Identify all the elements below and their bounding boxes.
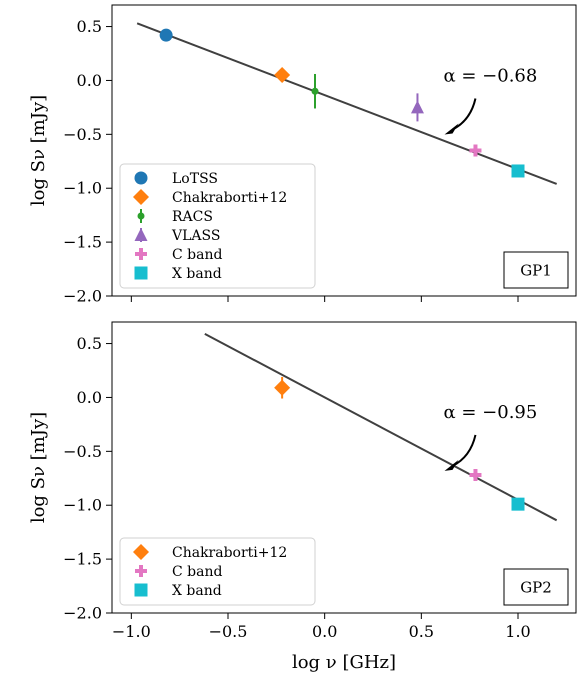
data-point <box>511 164 525 178</box>
legend-entry: Chakraborti+12 <box>172 545 287 561</box>
legend-marker <box>134 266 148 280</box>
y-tick-label: −2.0 <box>63 287 102 306</box>
annotation-arrow <box>452 98 477 131</box>
fit-line <box>136 22 558 185</box>
panel-gp1: 0.5 0.0 −0.5 −1.0 −1.5 −2.0 log Sν [mJy] α = −0… <box>28 4 577 306</box>
series-lotss <box>159 28 173 42</box>
legend-marker <box>135 248 147 260</box>
alpha-annotation: α = −0.68 <box>443 66 537 87</box>
data-point <box>511 497 525 511</box>
legend-entry: LoTSS <box>172 171 218 187</box>
y-tick-label: −1.0 <box>63 179 102 198</box>
panel-tag-box <box>503 568 569 606</box>
series-racs <box>311 73 319 109</box>
y-tick-label: −1.0 <box>63 496 102 515</box>
panel-tag: GP1 <box>520 262 552 280</box>
legend-entry: C band <box>172 247 222 263</box>
legend-marker <box>137 212 145 220</box>
legend-marker <box>133 189 149 205</box>
series-chakraborti-12 <box>274 67 291 84</box>
annotation-arrow <box>452 434 477 467</box>
data-point <box>410 100 424 114</box>
x-tick-label: 1.0 <box>505 622 530 641</box>
series-x-band <box>511 164 525 178</box>
legend-box <box>119 163 316 289</box>
legend-entry: Chakraborti+12 <box>172 190 287 206</box>
data-point <box>159 28 173 42</box>
x-axis-label: log ν [GHz] <box>292 652 396 673</box>
y-tick-label: −1.5 <box>63 233 102 252</box>
legend-marker <box>133 544 149 560</box>
legend-entry: X band <box>172 266 222 282</box>
plot-frame <box>111 4 577 297</box>
x-tick-label: 0.5 <box>409 622 434 641</box>
y-tick-label: 0.0 <box>77 71 102 90</box>
legend-entry: VLASS <box>171 228 220 244</box>
legend-entry: C band <box>172 564 222 580</box>
data-point <box>469 469 482 482</box>
y-axis-label: log Sν [mJy] <box>28 95 49 206</box>
y-tick-label: 0.0 <box>77 388 102 407</box>
alpha-annotation: α = −0.95 <box>443 402 537 423</box>
annotation-arrowhead <box>444 459 459 471</box>
series-chakraborti-12 <box>274 376 291 399</box>
legend: Chakraborti+12 C band X band <box>119 537 316 606</box>
panel-gp2: 0.5 0.0 −0.5 −1.0 −1.5 −2.0 −1.0 −0.5 0.0 0.5 1.0 l… <box>28 321 577 673</box>
plot-frame <box>111 321 577 614</box>
data-point <box>311 87 319 95</box>
y-axis-label: log Sν [mJy] <box>28 412 49 523</box>
panel-tag-box <box>503 251 569 289</box>
legend-entry: RACS <box>172 209 213 225</box>
panel-tag: GP2 <box>520 579 552 597</box>
series-vlass <box>410 93 424 122</box>
legend-marker <box>134 583 148 597</box>
series-x-band <box>511 497 525 511</box>
legend-box <box>119 537 316 606</box>
legend-marker <box>134 171 148 185</box>
legend-marker <box>135 565 147 577</box>
legend-entry: X band <box>172 583 222 599</box>
legend: LoTSS Chakraborti+12 RACS VLASS C band X band <box>119 163 316 289</box>
series-c-band <box>469 144 482 157</box>
legend-marker <box>134 228 148 241</box>
y-tick-label: −0.5 <box>63 125 102 144</box>
y-tick-label: −0.5 <box>63 442 102 461</box>
y-tick-label: −2.0 <box>63 604 102 623</box>
x-tick-label: −1.0 <box>112 622 151 641</box>
data-point <box>469 144 482 157</box>
x-tick-label: −0.5 <box>209 622 248 641</box>
y-tick-label: 0.5 <box>77 17 102 36</box>
fit-line <box>204 332 558 522</box>
y-tick-label: −1.5 <box>63 550 102 569</box>
series-c-band <box>469 469 482 482</box>
data-point <box>274 379 291 396</box>
y-tick-label: 0.5 <box>77 334 102 353</box>
x-tick-label: 0.0 <box>312 622 337 641</box>
annotation-arrowhead <box>444 123 459 135</box>
data-point <box>274 67 291 84</box>
